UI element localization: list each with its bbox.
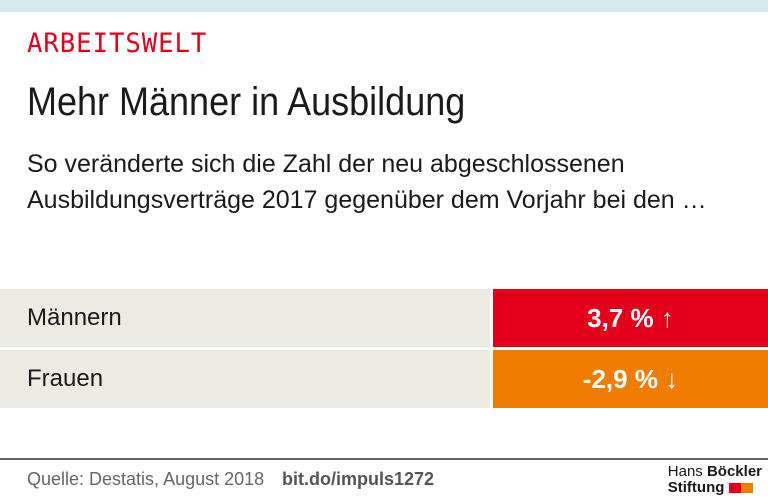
logo-square-red <box>728 483 741 494</box>
row-label: Männern <box>0 289 490 347</box>
arrow-down-icon: ↓ <box>665 364 679 394</box>
value-text: -2,9 % <box>582 364 658 394</box>
logo: Hans Böckler Stiftung <box>668 464 762 496</box>
page-title: Mehr Männer in Ausbildung <box>27 80 466 124</box>
row-value: -2,9 % ↓ <box>493 350 768 408</box>
kicker: ARBEITSWELT <box>27 28 208 59</box>
value-text: 3,7 % <box>587 303 654 333</box>
logo-text-bold: Stiftung <box>667 479 725 496</box>
logo-text: Hans <box>667 463 703 480</box>
footer-divider <box>0 458 768 460</box>
row-value: 3,7 % ↑ <box>493 289 768 347</box>
logo-text-bold: Böckler <box>706 463 762 480</box>
row-label: Frauen <box>0 350 490 408</box>
arrow-up-icon: ↑ <box>660 303 674 333</box>
table-row: Frauen -2,9 % ↓ <box>0 350 768 408</box>
subtitle: So veränderte sich die Zahl der neu abge… <box>27 150 707 214</box>
table-row: Männern 3,7 % ↑ <box>0 289 768 347</box>
source-link[interactable]: bit.do/impuls1272 <box>282 469 435 489</box>
logo-square-orange <box>740 483 753 494</box>
source-text: Quelle: Destatis, August 2018 <box>27 469 265 489</box>
top-bar <box>0 0 768 12</box>
